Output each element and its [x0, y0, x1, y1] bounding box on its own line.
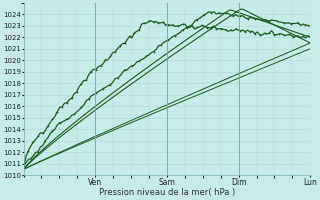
X-axis label: Pression niveau de la mer( hPa ): Pression niveau de la mer( hPa ): [99, 188, 235, 197]
